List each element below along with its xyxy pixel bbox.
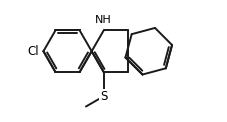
Text: NH: NH (95, 15, 112, 25)
Text: S: S (100, 90, 107, 103)
Text: Cl: Cl (27, 45, 39, 58)
